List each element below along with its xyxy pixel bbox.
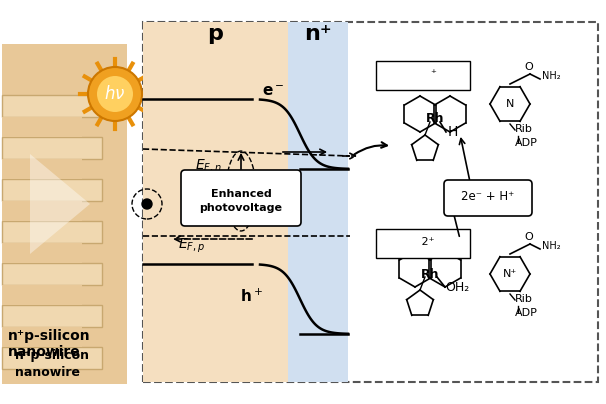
FancyBboxPatch shape [2, 243, 82, 263]
Circle shape [142, 199, 152, 209]
FancyBboxPatch shape [143, 22, 598, 382]
Text: $h\nu$: $h\nu$ [104, 85, 125, 103]
FancyBboxPatch shape [2, 201, 82, 221]
FancyBboxPatch shape [2, 285, 82, 305]
FancyBboxPatch shape [288, 22, 348, 382]
FancyBboxPatch shape [2, 44, 127, 384]
FancyBboxPatch shape [2, 117, 82, 137]
FancyBboxPatch shape [2, 347, 102, 369]
FancyBboxPatch shape [2, 179, 102, 201]
Text: e$^-$: e$^-$ [262, 84, 284, 99]
FancyBboxPatch shape [2, 95, 102, 117]
Text: N: N [506, 99, 514, 109]
Text: $E_{F,p}$: $E_{F,p}$ [178, 237, 205, 255]
Text: n⁺: n⁺ [304, 24, 332, 44]
FancyBboxPatch shape [181, 170, 301, 226]
Text: NH₂: NH₂ [542, 241, 561, 251]
Text: OH₂: OH₂ [445, 281, 469, 294]
Text: ADP: ADP [515, 308, 538, 318]
FancyBboxPatch shape [376, 229, 470, 258]
Text: n⁺p-silicon
nanowire: n⁺p-silicon nanowire [8, 329, 91, 359]
Text: Rh: Rh [426, 112, 444, 126]
Text: Rh: Rh [421, 267, 439, 280]
Text: H: H [448, 125, 458, 139]
Polygon shape [30, 154, 90, 254]
Text: n⁺p-silicon: n⁺p-silicon [15, 349, 89, 362]
FancyBboxPatch shape [2, 137, 102, 159]
Text: 2e⁻ + H⁺: 2e⁻ + H⁺ [461, 189, 514, 202]
FancyBboxPatch shape [2, 263, 102, 285]
Text: O: O [524, 232, 533, 242]
Circle shape [97, 76, 133, 112]
FancyBboxPatch shape [2, 327, 82, 347]
Text: Rib: Rib [515, 294, 533, 304]
FancyBboxPatch shape [376, 61, 470, 90]
Text: nanowire: nanowire [15, 366, 80, 379]
Text: Enhanced: Enhanced [211, 189, 271, 199]
FancyBboxPatch shape [2, 305, 102, 327]
Text: NH₂: NH₂ [542, 71, 561, 81]
FancyBboxPatch shape [143, 22, 288, 382]
Text: $E_{F,n}$: $E_{F,n}$ [195, 158, 222, 175]
Text: Rib: Rib [515, 124, 533, 134]
Text: O: O [524, 62, 533, 72]
Text: N⁺: N⁺ [503, 269, 517, 279]
FancyBboxPatch shape [444, 180, 532, 216]
Text: 2⁺: 2⁺ [411, 237, 435, 247]
Text: p: p [207, 24, 223, 44]
FancyBboxPatch shape [2, 159, 82, 179]
Text: ADP: ADP [515, 138, 538, 148]
FancyBboxPatch shape [2, 221, 102, 243]
Text: photovoltage: photovoltage [199, 203, 282, 213]
Text: h$^+$: h$^+$ [240, 287, 263, 305]
Circle shape [88, 67, 142, 121]
Text: ⁺: ⁺ [410, 69, 436, 79]
